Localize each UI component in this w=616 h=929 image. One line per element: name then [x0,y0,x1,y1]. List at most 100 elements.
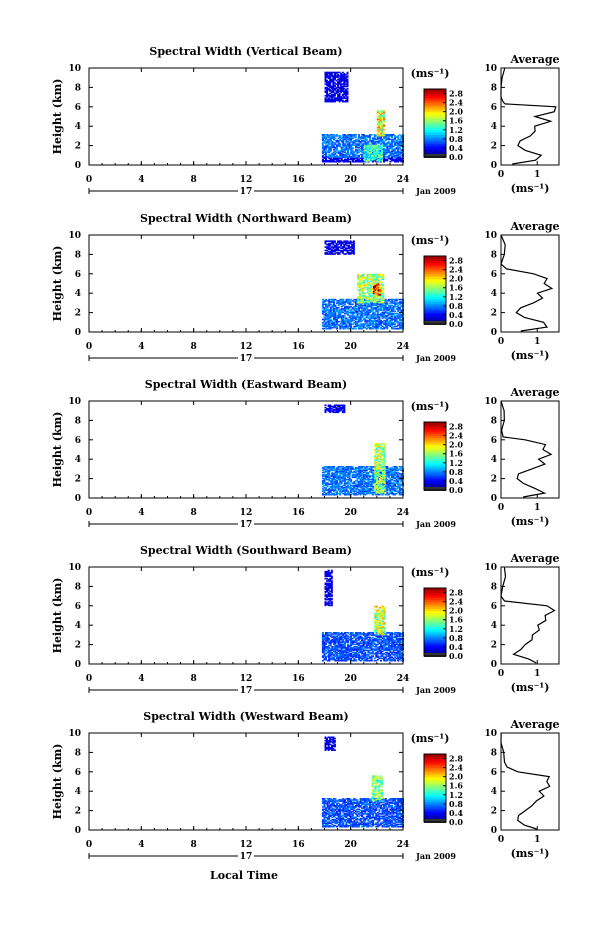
heatmap-cell [347,656,349,658]
heatmap-cell [332,86,335,89]
colorbar-tick-label: 0.4 [449,310,463,320]
heatmap-cell [329,640,332,642]
heatmap-cell [363,154,366,156]
heatmap-cell [351,490,354,492]
heatmap-cell [326,492,329,495]
x-tick-label: 8 [191,175,197,185]
heatmap-cell [365,148,368,150]
heatmap-cell [345,138,348,141]
heatmap-cell [394,149,397,151]
heatmap-cell [337,310,340,313]
heatmap-cell [336,477,338,480]
heatmap-cell [337,96,340,98]
heatmap-cell [325,159,327,162]
heatmap-cell [376,137,379,140]
heatmap-cell [339,138,342,141]
heatmap-cell [326,482,329,484]
heatmap-cell [332,300,335,302]
heatmap-cell [329,136,332,138]
colorbar-tick-label: 2.8 [449,89,463,99]
heatmap-cell [347,649,349,652]
heatmap-cell [346,90,349,92]
heatmap-cell [347,471,349,474]
y-axis-label: Height (km) [51,79,64,155]
heatmap-cell [348,488,351,490]
heatmap-cell [372,477,375,480]
heatmap-cell [351,160,354,163]
heatmap-cell [372,277,375,279]
heatmap-cell [354,643,357,646]
heatmap-cell [370,485,373,488]
heatmap-cell [379,151,382,154]
heatmap-cell [372,476,375,479]
heatmap-cell [363,280,366,283]
heatmap-cell [332,81,335,83]
heatmap-cell [371,147,374,149]
heatmap-cell [394,158,397,161]
heatmap-cell [376,110,379,112]
heatmap-cells [321,240,404,330]
heatmap-cell [397,486,400,489]
heatmap-cell [375,445,378,447]
heatmap-cell [329,242,332,245]
heatmap-cell [375,466,378,468]
heatmap-cell [329,134,332,136]
heatmap-cell [335,76,338,78]
heatmap-cell [329,307,332,309]
heatmap-cell [321,655,324,657]
heatmap-cell [391,323,393,325]
heatmap-cell [368,290,371,292]
heatmap-cell [345,136,348,138]
heatmap-cell [332,315,335,317]
heatmap-cell [350,484,353,487]
heatmap-cell [353,488,356,490]
heatmap-cell [338,88,341,90]
heatmap-cell [345,152,348,155]
heatmap-cell [366,276,369,278]
heatmap-cell [375,473,378,475]
heatmap-cell [345,657,348,660]
heatmap-cell [343,249,346,252]
heatmap-cell [364,474,367,476]
heatmap-cell [373,151,376,154]
heatmap-cell [372,294,375,297]
heatmap-cell [329,635,332,638]
heatmap-cell [332,646,335,648]
heatmap-cell [332,250,335,253]
heatmap-cell [325,633,327,635]
heatmap-cell [364,140,367,143]
heatmap-cell [361,156,364,158]
heatmap-cell [389,160,392,163]
heatmap-cell [353,484,356,487]
heatmap-cell [321,307,324,309]
heatmap-cell [400,309,403,311]
heatmap-cell [378,452,381,454]
heatmap-cell [380,490,383,493]
heatmap-cell [395,136,398,138]
heatmap-cell [375,140,378,143]
heatmap-cell [342,646,345,648]
heatmap-cell [354,308,357,310]
heatmap-cell [382,454,385,457]
heatmap-cell [374,457,377,459]
heatmap-cell [350,649,353,652]
heatmap-cell [330,75,333,77]
heatmap-cell [336,149,338,151]
heatmap-cell [345,317,348,319]
heatmap-cell [347,641,349,643]
heatmap-cell [332,312,335,315]
colorbar-band [424,287,446,291]
heatmap-cell [391,143,393,145]
heatmap-cell [400,143,403,145]
heatmap-cell [337,82,340,84]
heatmap-cell [329,408,332,410]
heatmap-cell [381,132,384,134]
heatmap-cell [380,127,382,130]
heatmap-cell [373,134,376,136]
heatmap-cell [331,641,334,643]
heatmap-cell [343,305,346,308]
colorbar-tick-label: 2.0 [449,274,463,284]
heatmap-cell [327,404,330,407]
heatmap-cell [377,299,380,301]
heatmap-cell [377,148,380,150]
